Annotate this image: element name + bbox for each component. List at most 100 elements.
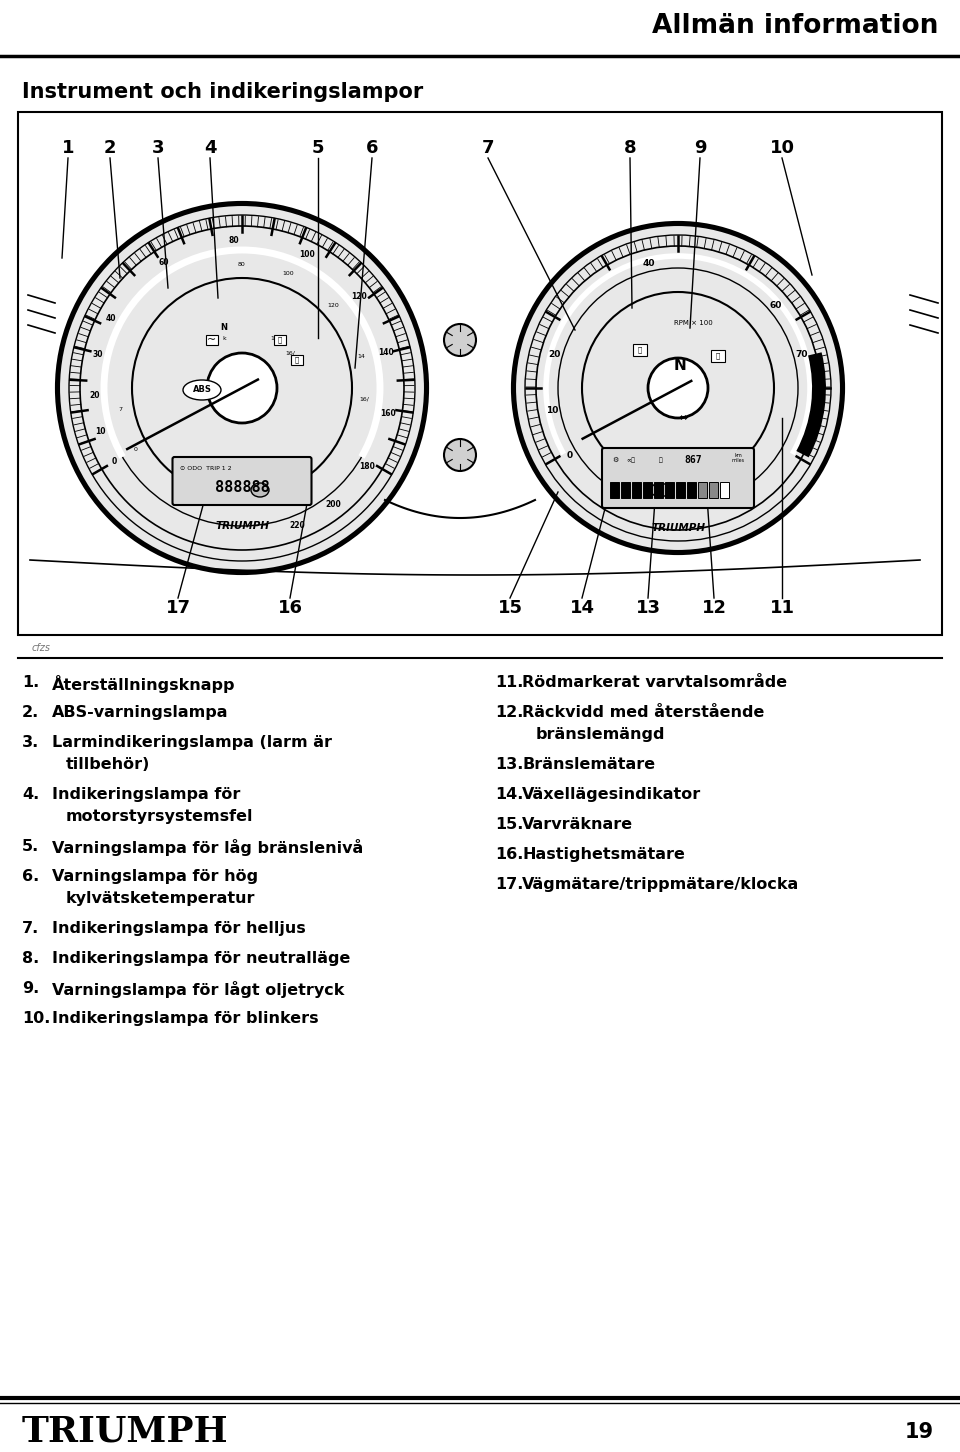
- Text: 17.: 17.: [495, 877, 523, 892]
- Text: 100: 100: [282, 272, 294, 276]
- Text: RPM × 100: RPM × 100: [674, 319, 712, 327]
- Bar: [665, 482, 674, 498]
- Text: 70: 70: [796, 350, 808, 360]
- Ellipse shape: [651, 484, 669, 497]
- Text: 5.: 5.: [22, 839, 39, 854]
- Text: 100: 100: [299, 251, 315, 260]
- Text: 16: 16: [277, 600, 302, 617]
- Text: ⇔: ⇔: [679, 412, 687, 423]
- Text: 2: 2: [104, 139, 116, 157]
- Bar: [632, 482, 641, 498]
- Text: 0: 0: [111, 457, 116, 466]
- Text: 80: 80: [238, 263, 246, 267]
- Text: 9.: 9.: [22, 982, 39, 996]
- Text: 6.: 6.: [22, 868, 39, 884]
- Text: TRIUMPH: TRIUMPH: [22, 1416, 228, 1449]
- Text: Varningslampa för lågt oljetryck: Varningslampa för lågt oljetryck: [52, 982, 345, 998]
- Text: 15: 15: [497, 600, 522, 617]
- Circle shape: [207, 353, 277, 423]
- Text: 8.: 8.: [22, 951, 39, 966]
- Text: Vägmätare/trippmätare/klocka: Vägmätare/trippmätare/klocka: [522, 877, 800, 892]
- Text: 140: 140: [377, 347, 394, 357]
- Text: 11.: 11.: [495, 675, 523, 690]
- Text: ⊙ ODO  TRIP 1 2: ⊙ ODO TRIP 1 2: [180, 466, 232, 470]
- Text: Indikeringslampa för helljus: Indikeringslampa för helljus: [52, 921, 305, 937]
- Text: 4.: 4.: [22, 787, 39, 802]
- Text: 200: 200: [325, 499, 341, 510]
- Text: ABS-varningslampa: ABS-varningslampa: [52, 706, 228, 720]
- Text: 16/: 16/: [285, 350, 295, 356]
- Bar: [610, 482, 619, 498]
- Text: 2.: 2.: [22, 706, 39, 720]
- Text: 60: 60: [770, 301, 782, 311]
- Text: 40: 40: [106, 314, 116, 322]
- Text: Indikeringslampa för: Indikeringslampa för: [52, 787, 240, 802]
- Text: Bränslemätare: Bränslemätare: [522, 756, 655, 772]
- Text: 10: 10: [770, 139, 795, 157]
- Text: 0: 0: [566, 452, 572, 460]
- Ellipse shape: [245, 479, 275, 501]
- Text: bränslemängd: bränslemängd: [536, 727, 665, 742]
- Circle shape: [57, 203, 427, 574]
- Text: Hastighetsmätare: Hastighetsmätare: [522, 847, 684, 862]
- Text: Varningslampa för hög: Varningslampa för hög: [52, 868, 258, 884]
- Bar: [676, 482, 685, 498]
- Bar: [687, 482, 696, 498]
- Ellipse shape: [645, 479, 675, 501]
- Bar: [643, 482, 652, 498]
- Text: 160: 160: [380, 409, 396, 418]
- Text: Återställningsknapp: Återställningsknapp: [52, 675, 235, 693]
- Text: Indikeringslampa för neutralläge: Indikeringslampa för neutralläge: [52, 951, 350, 966]
- Text: Allmän information: Allmän information: [652, 13, 938, 39]
- Text: 19: 19: [905, 1422, 934, 1442]
- Text: Indikeringslampa för blinkers: Indikeringslampa för blinkers: [52, 1011, 319, 1027]
- Text: ABS: ABS: [193, 385, 211, 395]
- Text: Varvräknare: Varvräknare: [522, 817, 634, 832]
- Text: motorstyrsystemsfel: motorstyrsystemsfel: [66, 809, 253, 823]
- Text: 1.: 1.: [22, 675, 39, 690]
- Circle shape: [648, 359, 708, 418]
- Text: 80: 80: [228, 235, 240, 245]
- Text: 6: 6: [366, 139, 378, 157]
- Bar: [633, 344, 647, 356]
- Bar: [274, 335, 286, 346]
- Text: ⬛: ⬛: [637, 347, 642, 353]
- Bar: [720, 482, 729, 498]
- Text: 7.: 7.: [22, 921, 39, 937]
- Text: km
miles: km miles: [732, 453, 745, 463]
- Text: Rödmarkerat varvtalsområde: Rödmarkerat varvtalsområde: [522, 675, 787, 690]
- Ellipse shape: [183, 380, 221, 399]
- Text: 14.: 14.: [495, 787, 523, 802]
- Circle shape: [444, 439, 476, 470]
- Text: tillbehör): tillbehör): [66, 756, 151, 772]
- Text: 180: 180: [360, 462, 375, 470]
- Text: 20: 20: [89, 391, 100, 401]
- Text: 🔧: 🔧: [277, 337, 282, 343]
- Text: Räckvidd med återstående: Räckvidd med återstående: [522, 706, 764, 720]
- Text: 7: 7: [482, 139, 494, 157]
- Text: 13.: 13.: [495, 756, 523, 772]
- Text: N: N: [674, 359, 686, 373]
- Circle shape: [513, 224, 843, 553]
- Text: 10: 10: [545, 405, 558, 415]
- Text: 10.: 10.: [22, 1011, 50, 1027]
- Text: 20: 20: [548, 350, 561, 360]
- Text: 14: 14: [270, 335, 278, 341]
- Text: 40: 40: [643, 258, 656, 267]
- Text: 12: 12: [702, 600, 727, 617]
- Text: 17: 17: [165, 600, 190, 617]
- Text: TRIUMPH: TRIUMPH: [651, 523, 705, 533]
- Text: Instrument och indikeringslampor: Instrument och indikeringslampor: [22, 81, 423, 102]
- Text: cfzs: cfzs: [32, 643, 51, 653]
- Text: 0: 0: [133, 447, 137, 452]
- FancyBboxPatch shape: [602, 449, 754, 508]
- Text: 🔋: 🔋: [659, 457, 662, 463]
- Text: 5: 5: [312, 139, 324, 157]
- Text: 1: 1: [61, 139, 74, 157]
- Text: 15.: 15.: [495, 817, 523, 832]
- Text: kylvätsketemperatur: kylvätsketemperatur: [66, 892, 255, 906]
- Text: 3.: 3.: [22, 735, 39, 751]
- Text: 7: 7: [119, 407, 123, 412]
- Text: 10: 10: [95, 427, 106, 436]
- Bar: [291, 354, 303, 364]
